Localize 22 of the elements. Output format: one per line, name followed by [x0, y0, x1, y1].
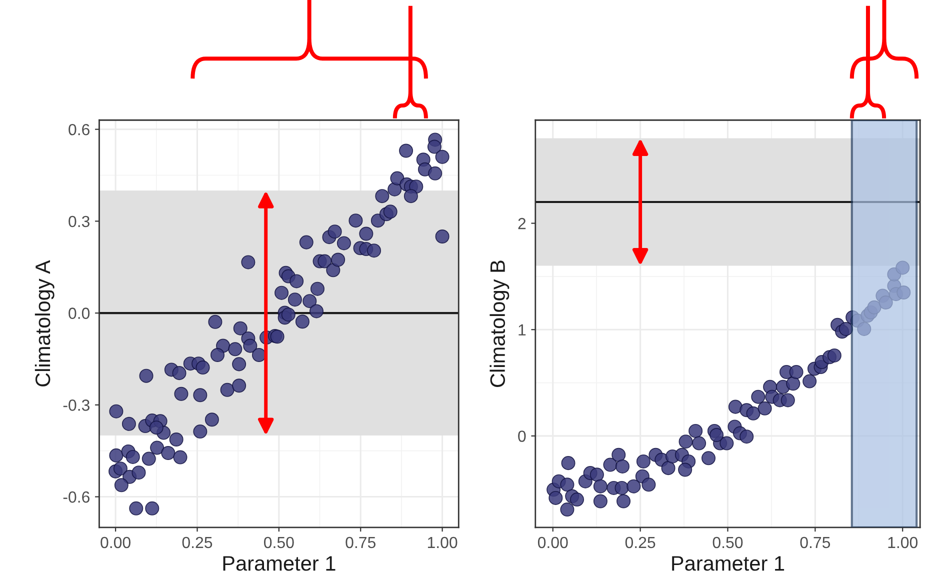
x-axis-title: Parameter 1 [223, 556, 336, 571]
x-tick-label: 0.50 [264, 536, 294, 548]
x-tick-label: 1.00 [428, 536, 458, 548]
x-axis-title: Parameter 1 [672, 556, 784, 571]
x-tick-label: 1.00 [888, 536, 918, 548]
y-tick-label: 2 [518, 218, 526, 230]
x-tick-label: 0.75 [346, 536, 376, 548]
x-tick-label: 0.25 [625, 536, 656, 548]
x-tick-label: 0.00 [100, 536, 130, 548]
x-tick-label: 0.75 [800, 536, 830, 548]
y-axis-title: Climatology B [490, 260, 510, 387]
x-tick-label: 0.25 [182, 536, 212, 548]
x-tick-label: 0.00 [538, 536, 568, 548]
y-tick-label: -0.6 [63, 491, 90, 503]
x-tick-label: 0.50 [712, 536, 743, 548]
y-tick-label: 1 [518, 324, 526, 336]
y-axis-title: Climatology A [34, 260, 54, 386]
y-tick-label: 0.6 [68, 124, 90, 136]
y-tick-label: -0.3 [63, 400, 90, 411]
y-tick-label: 0.0 [68, 308, 90, 319]
y-tick-label: 0.3 [68, 216, 90, 228]
y-tick-label: 0 [518, 430, 526, 442]
